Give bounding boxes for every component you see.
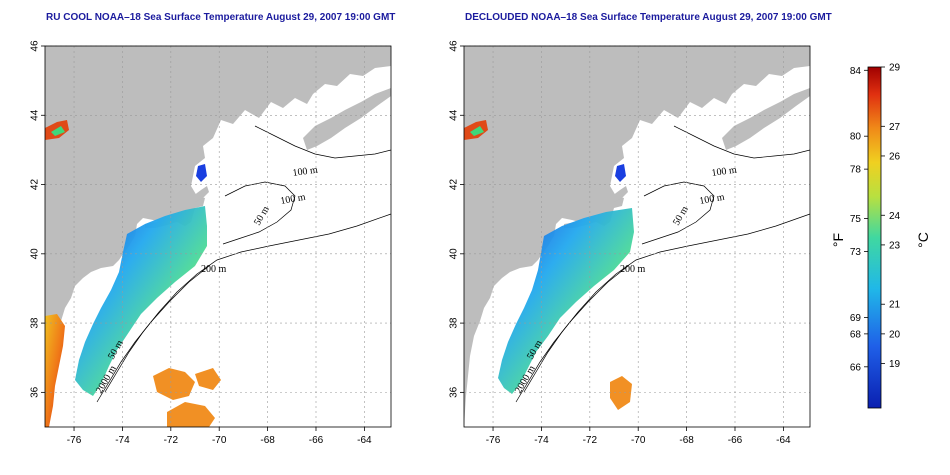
lat-tick-label: 36 [30,386,41,398]
sst-bay-patch-cool [51,126,65,136]
fahrenheit-tick-label: 68 [850,329,862,340]
lon-tick-label: -76 [67,435,82,446]
sst-gulf-maine-patch [196,164,207,182]
land-nova-scotia [722,88,810,150]
sst-gulf-maine-patch [615,164,626,182]
sst-offshore-warm [153,368,195,400]
celsius-unit-label: °C [915,232,931,248]
map-frame [44,45,392,428]
lat-tick-label: 38 [449,317,460,329]
contour-label: 100 m [711,165,738,179]
celsius-tick-label: 23 [889,240,901,251]
contour-label: 200 m [201,264,227,275]
fahrenheit-tick-label: 84 [850,66,862,77]
celsius-tick-label: 26 [889,151,901,162]
celsius-tick-label: 21 [889,300,901,311]
contour-200m-shelf [523,213,811,393]
lon-tick-label: -66 [728,435,743,446]
fahrenheit-tick-label: 78 [850,165,862,176]
celsius-tick-label: 29 [889,63,901,74]
contour-100m-north [254,125,392,159]
contour-label: 100 m [280,192,307,207]
sst-chesapeake-warm [45,314,65,427]
panel-title-right: DECLOUDED NOAA–18 Sea Surface Temperatur… [465,12,832,23]
contour-label: 100 m [292,165,319,179]
delaware-bay [500,278,510,298]
lon-tick-label: -70 [631,435,646,446]
colorbar-gradient [867,66,882,409]
celsius-tick-label: 20 [889,329,901,340]
delaware-bay [81,278,91,298]
contour-gulf-maine [222,181,296,245]
lat-tick-label: 46 [449,40,460,52]
chesapeake-bay [476,308,492,392]
lat-tick-label: 36 [449,386,460,398]
sst-offshore-warm [167,402,215,427]
contour-50m-shelf [96,265,210,403]
fahrenheit-tick-label: 75 [850,214,862,225]
land-cape-cod [193,186,209,202]
panel-title-left: RU COOL NOAA–18 Sea Surface Temperature … [46,12,396,23]
land-mass [464,46,810,427]
contour-label: 200 m [620,264,646,275]
land-cape-cod [612,186,628,202]
lon-tick-label: -72 [583,435,598,446]
fahrenheit-unit-label: °F [830,233,846,247]
map-frame [463,45,811,428]
lon-tick-label: -74 [115,435,130,446]
lon-tick-label: -64 [776,435,791,446]
celsius-tick-label: 27 [889,122,901,133]
fahrenheit-tick-label: 66 [850,362,862,373]
lat-tick-label: 44 [449,109,460,121]
lon-tick-label: -68 [260,435,275,446]
lon-tick-label: -70 [212,435,227,446]
lon-tick-label: -68 [679,435,694,446]
sst-bay-patch-cool [470,126,484,136]
lon-tick-label: -64 [357,435,372,446]
fahrenheit-tick-label: 80 [850,132,862,143]
land-nova-scotia [303,88,391,150]
chesapeake-bay [57,308,73,392]
lat-tick-label: 40 [30,248,41,260]
lon-tick-label: -76 [486,435,501,446]
lat-tick-label: 44 [30,109,41,121]
fahrenheit-tick-label: 69 [850,313,862,324]
fahrenheit-tick-label: 73 [850,247,862,258]
sst-offshore-warm [610,376,632,410]
contour-100m-north [673,125,811,159]
contour-50m-shelf [515,265,629,403]
colorbar-ticks: 29 27 26 24 23 21 20 19 84 80 78 75 73 69 68 66 [850,63,901,374]
lon-tick-label: -72 [164,435,179,446]
contour-gulf-maine [641,181,715,245]
contour-label: 100 m [699,192,726,207]
lat-tick-label: 42 [30,179,41,191]
sst-offshore-warm [195,368,221,390]
lat-tick-label: 40 [449,248,460,260]
land-mass [45,46,391,427]
lat-tick-label: 46 [30,40,41,52]
colorbar: 29 27 26 24 23 21 20 19 84 80 78 75 73 69 68 66 °F °C [830,63,931,409]
celsius-tick-label: 24 [889,211,901,222]
lon-tick-label: -74 [534,435,549,446]
lat-tick-label: 38 [30,317,41,329]
sst-shelf-plume [75,206,207,396]
lon-tick-label: -66 [309,435,324,446]
sst-shelf-plume [498,208,634,394]
lat-tick-label: 42 [449,179,460,191]
contour-200m-shelf [104,213,392,393]
celsius-tick-label: 19 [889,359,901,370]
